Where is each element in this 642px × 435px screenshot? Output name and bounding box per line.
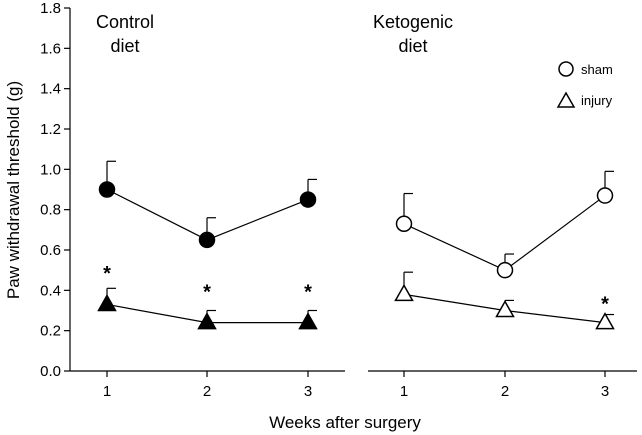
y-tick-label: 1.2: [40, 121, 61, 138]
significance-star: *: [103, 263, 111, 285]
legend: sham injury: [556, 61, 613, 108]
sham-point: [496, 261, 514, 279]
sham-point: [198, 231, 216, 249]
panel-title-control-line1: Control: [96, 12, 154, 32]
y-axis-title: Paw withdrawal threshold (g): [4, 81, 23, 299]
x-tick-label: 1: [400, 383, 408, 400]
y-tick-label: 1.4: [40, 81, 61, 98]
y-axis: 0.0 0.2 0.4 0.6 0.8 1.0 1.2 1.4 1.6 1.8: [40, 0, 71, 380]
legend-sham-label: sham: [581, 62, 613, 77]
x-axis-title: Weeks after surgery: [269, 413, 421, 432]
x-tick-label: 1: [103, 383, 111, 400]
x-tick-label: 2: [203, 383, 211, 400]
y-tick-label: 0.6: [40, 242, 61, 259]
y-tick-label: 0.2: [40, 323, 61, 340]
injury-point: [495, 299, 515, 318]
injury-point: [595, 312, 615, 330]
panel-ketogenic-diet: 1 2 3 *: [368, 170, 637, 400]
x-tick-label: 3: [304, 383, 312, 400]
panel-title-ketogenic-line1: Ketogenic: [373, 12, 453, 32]
sham-point: [395, 215, 413, 233]
significance-star: *: [304, 281, 312, 303]
sham-point: [596, 187, 614, 204]
injury-point: [298, 312, 318, 330]
injury-point: [394, 283, 414, 302]
y-tick-label: 1.0: [40, 161, 61, 178]
injury-point: [197, 312, 217, 330]
legend-injury-marker: [556, 91, 576, 108]
panel-title-ketogenic-line2: diet: [398, 36, 427, 56]
legend-sham-marker: [558, 61, 574, 77]
injury-point: [97, 293, 117, 312]
sham-point: [98, 181, 116, 198]
significance-star: *: [601, 293, 609, 315]
y-tick-label: 0.0: [40, 363, 61, 380]
x-tick-label: 2: [501, 383, 509, 400]
panel-control-diet: 1 2 3 * * *: [70, 160, 345, 400]
legend-injury-label: injury: [581, 93, 613, 108]
significance-star: *: [203, 281, 211, 303]
y-tick-label: 1.6: [40, 40, 61, 57]
y-tick-label: 0.8: [40, 202, 61, 219]
x-tick-label: 3: [601, 383, 609, 400]
panel-title-control-line2: diet: [110, 36, 139, 56]
y-tick-label: 0.4: [40, 282, 61, 299]
y-tick-label: 1.8: [40, 0, 61, 17]
sham-point: [299, 191, 317, 208]
